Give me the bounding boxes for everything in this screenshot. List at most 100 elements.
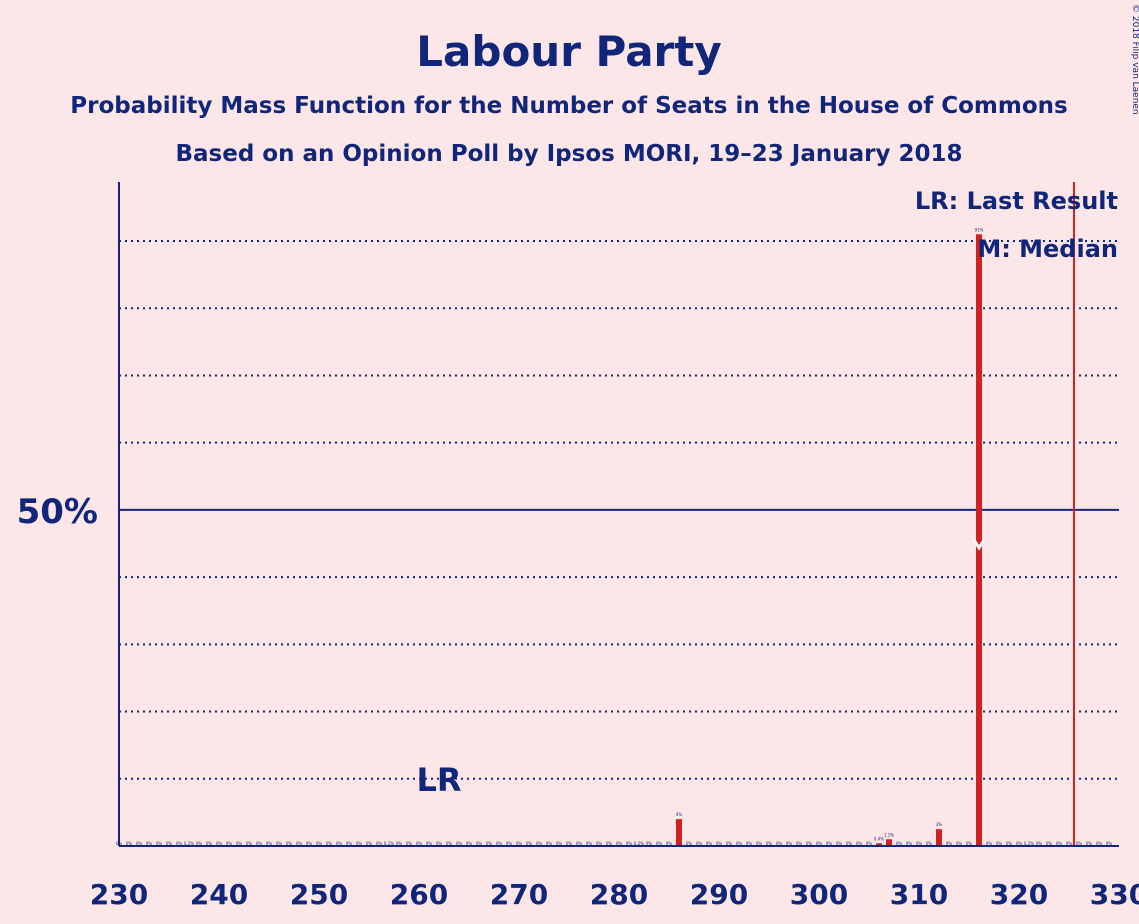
bar-label-253: 0%	[346, 841, 353, 846]
bar-label-324: 0%	[1056, 841, 1063, 846]
last-result-marker: LR	[416, 761, 461, 799]
bar-label-283: 0%	[646, 841, 653, 846]
bar-label-314: 0%	[956, 841, 963, 846]
bar-label-328: 0%	[1096, 841, 1103, 846]
bar-label-309: 0%	[906, 841, 913, 846]
bar-label-325: 0%	[1066, 841, 1073, 846]
bar-label-240: 0%	[216, 841, 223, 846]
bar-label-288: 0%	[696, 841, 703, 846]
bar-label-289: 0%	[706, 841, 713, 846]
bar-label-267: 0%	[486, 841, 493, 846]
chart-subtitle: Probability Mass Function for the Number…	[70, 93, 1067, 119]
bar-label-255: 0%	[366, 841, 373, 846]
bar-label-295: 0%	[766, 841, 773, 846]
bar-label-308: 0%	[896, 841, 903, 846]
bar-label-280: 0%	[616, 841, 623, 846]
x-tick-label-240: 240	[190, 878, 248, 911]
bar-label-286: 4%	[676, 812, 683, 817]
bar-label-321: 0.2%	[1024, 841, 1034, 846]
bar-label-247: 0%	[286, 841, 293, 846]
bar-label-274: 0%	[556, 841, 563, 846]
bar-label-311: 0%	[926, 841, 933, 846]
x-tick-label-330: 330	[1090, 878, 1139, 911]
bar-label-281: 0%	[626, 841, 633, 846]
bar-label-231: 0%	[126, 841, 133, 846]
bar-label-291: 0%	[726, 841, 733, 846]
bar-label-298: 0%	[796, 841, 803, 846]
median-marker	[972, 539, 986, 551]
bar-label-323: 0%	[1046, 841, 1053, 846]
bar-label-301: 0%	[826, 841, 833, 846]
bar-label-235: 0%	[166, 841, 173, 846]
bar-label-318: 0%	[996, 841, 1003, 846]
bar-label-248: 0%	[296, 841, 303, 846]
bar-label-241: 0%	[226, 841, 233, 846]
bar-label-232: 0%	[136, 841, 143, 846]
x-tick-label-290: 290	[690, 878, 748, 911]
bar-label-285: 0%	[666, 841, 673, 846]
bar-label-246: 0%	[276, 841, 283, 846]
bar-label-273: 0%	[546, 841, 553, 846]
bar-label-259: 0%	[406, 841, 413, 846]
x-tick-label-250: 250	[290, 878, 348, 911]
bar-label-265: 0%	[466, 841, 473, 846]
copyright-text: © 2018 Filip van Laenen	[1130, 4, 1139, 115]
bar-label-238: 0%	[196, 841, 203, 846]
bar-label-277: 0%	[586, 841, 593, 846]
bar-label-316: 91%	[975, 227, 984, 232]
bar-label-282: 0.2%	[634, 841, 644, 846]
bar-316	[976, 234, 982, 846]
x-tick-label-260: 260	[390, 878, 448, 911]
bar-306	[876, 843, 882, 846]
bar-label-287: 0%	[686, 841, 693, 846]
bar-label-327: 0%	[1086, 841, 1093, 846]
bar-label-296: 0%	[776, 841, 783, 846]
bar-label-315: 0%	[966, 841, 973, 846]
bar-label-278: 0%	[596, 841, 603, 846]
bar-label-306: 0.4%	[874, 836, 884, 841]
bar-label-264: 0%	[456, 841, 463, 846]
bar-label-276: 0%	[576, 841, 583, 846]
bar-label-256: 0%	[376, 841, 383, 846]
bar-label-249: 0%	[306, 841, 313, 846]
x-tick-label-300: 300	[790, 878, 848, 911]
bar-label-243: 0%	[246, 841, 253, 846]
chart-title: Labour Party	[416, 27, 721, 76]
bar-label-242: 0%	[236, 841, 243, 846]
bar-label-299: 0%	[806, 841, 813, 846]
bar-label-293: 0%	[746, 841, 753, 846]
bar-label-292: 0%	[736, 841, 743, 846]
bar-label-284: 0%	[656, 841, 663, 846]
y-tick-label-50: 50%	[17, 492, 98, 532]
bar-label-236: 0%	[176, 841, 183, 846]
bar-label-270: 0%	[516, 841, 523, 846]
bar-label-305: 0%	[866, 841, 873, 846]
bar-label-272: 0%	[536, 841, 543, 846]
bar-label-268: 0%	[496, 841, 503, 846]
bar-label-257: 0.1%	[384, 841, 394, 846]
bar-label-319: 0%	[1006, 841, 1013, 846]
bar-label-303: 0%	[846, 841, 853, 846]
bar-label-237: 0.2%	[184, 841, 194, 846]
bar-label-313: 0%	[946, 841, 953, 846]
bar-label-279: 0%	[606, 841, 613, 846]
bar-label-261: 0%	[426, 841, 433, 846]
x-tick-label-230: 230	[90, 878, 148, 911]
bar-label-326: 0%	[1076, 841, 1083, 846]
x-tick-label-320: 320	[990, 878, 1048, 911]
bar-label-244: 0%	[256, 841, 263, 846]
x-tick-label-270: 270	[490, 878, 548, 911]
bar-label-260: 0%	[416, 841, 423, 846]
bar-312	[936, 829, 942, 846]
legend-last-result: LR: Last Result	[915, 187, 1118, 215]
bar-label-266: 0%	[476, 841, 483, 846]
bar-label-294: 0%	[756, 841, 763, 846]
bar-label-275: 0%	[566, 841, 573, 846]
bar-label-258: 0%	[396, 841, 403, 846]
bar-307	[886, 839, 892, 846]
bar-label-297: 0%	[786, 841, 793, 846]
bar-label-245: 0%	[266, 841, 273, 846]
bar-label-320: 0%	[1016, 841, 1023, 846]
